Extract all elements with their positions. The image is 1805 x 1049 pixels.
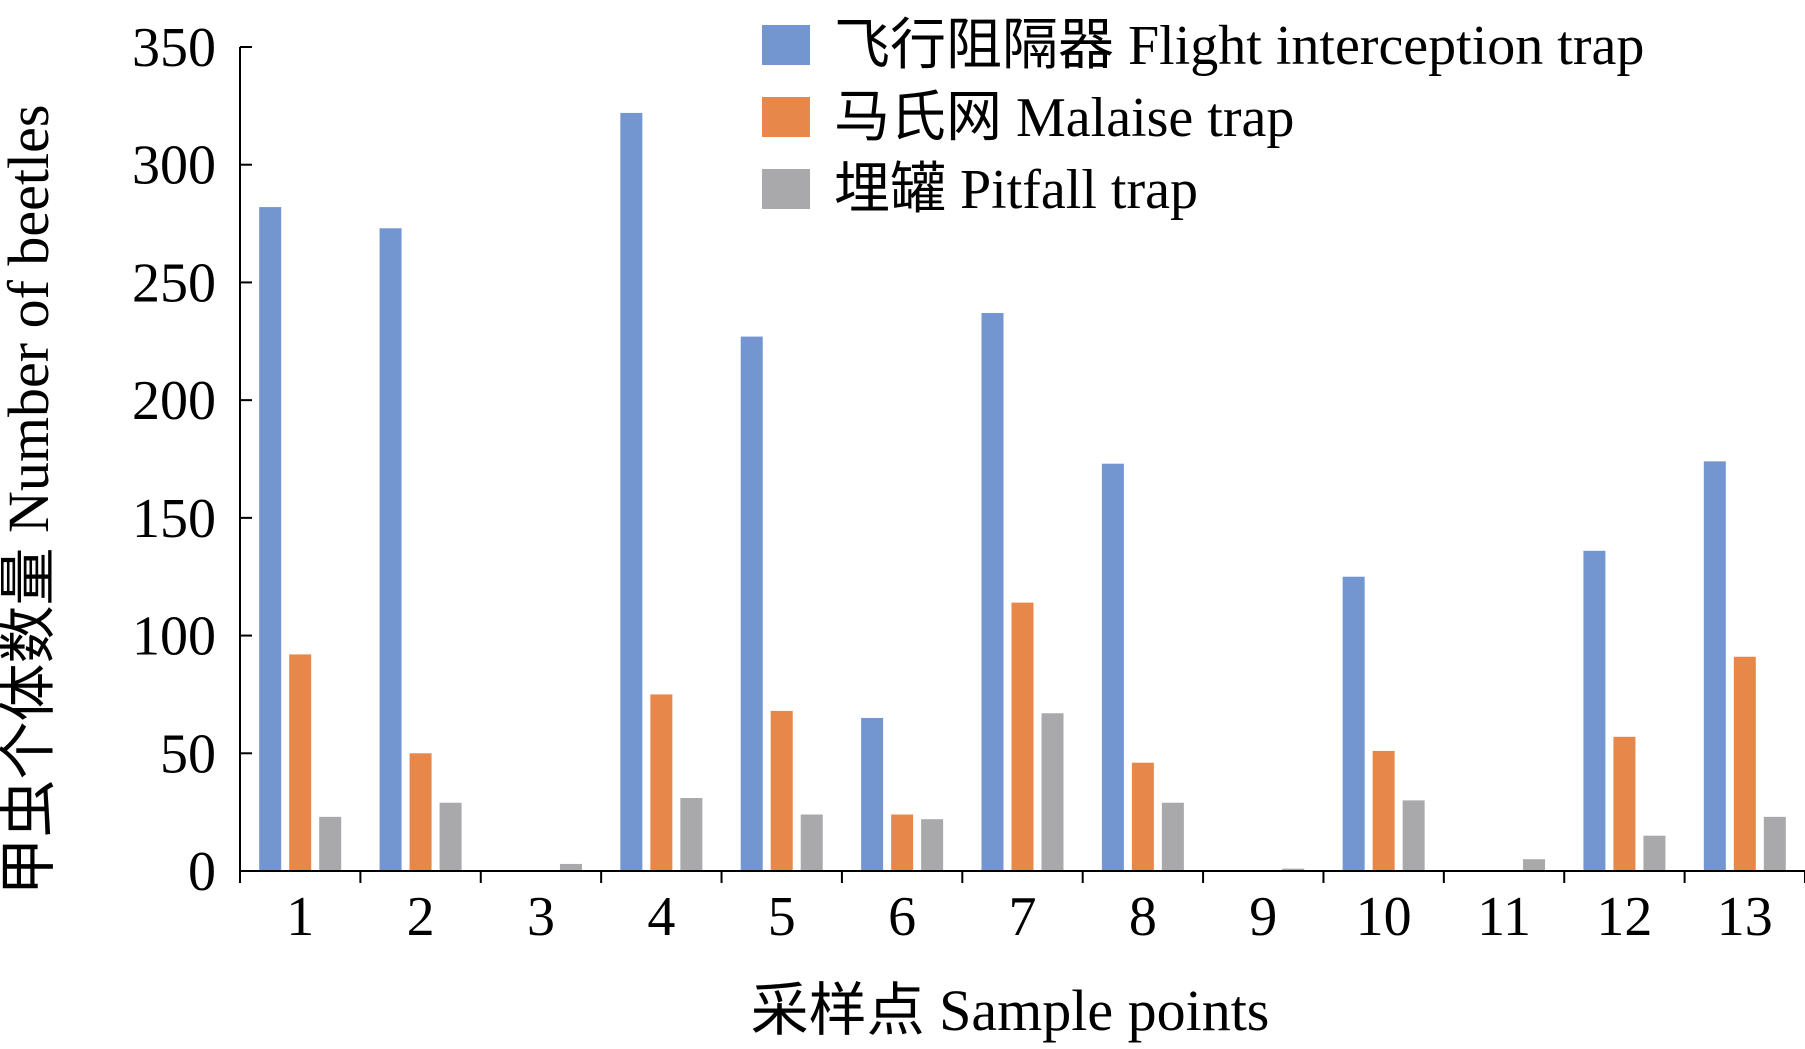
- x-tick-label-8: 8: [1129, 886, 1157, 948]
- bar-s3-10: [1402, 800, 1425, 871]
- x-tick-label-4: 4: [647, 886, 675, 948]
- bar-s1-12: [1583, 550, 1606, 871]
- legend-label-1: 飞行阻隔器 Flight interception trap: [834, 15, 1644, 77]
- legend-label-3: 埋罐 Pitfall trap: [834, 159, 1198, 221]
- x-tick-label-12: 12: [1596, 886, 1652, 948]
- bar-s2-1: [289, 654, 312, 871]
- bar-s3-13: [1763, 816, 1786, 871]
- bar-s1-1: [259, 207, 282, 872]
- y-tick-label-250: 250: [132, 252, 216, 314]
- bars-layer: [259, 112, 1786, 872]
- bar-s3-9: [1282, 868, 1305, 871]
- bar-s2-8: [1131, 762, 1154, 871]
- y-tick-label-100: 100: [132, 606, 216, 668]
- bar-s1-7: [981, 313, 1004, 871]
- y-tick-label-350: 350: [132, 17, 216, 79]
- axes-layer: [239, 46, 1805, 883]
- x-tick-label-7: 7: [1009, 886, 1037, 948]
- x-tick-label-1: 1: [286, 886, 314, 948]
- bar-s2-4: [650, 694, 673, 871]
- x-tick-label-6: 6: [888, 886, 916, 948]
- x-tick-label-5: 5: [768, 886, 796, 948]
- bar-s1-5: [740, 336, 763, 872]
- legend-swatch-2: [762, 97, 810, 137]
- x-axis-label: 采样点 Sample points: [751, 978, 1270, 1043]
- y-axis-label: 甲虫个体数量 Number of beetles: [0, 105, 61, 896]
- bar-s1-4: [620, 112, 643, 872]
- bar-s1-10: [1342, 576, 1365, 871]
- x-tick-label-3: 3: [527, 886, 555, 948]
- y-tick-label-150: 150: [132, 488, 216, 550]
- bar-s1-13: [1703, 461, 1726, 871]
- bar-s2-10: [1372, 750, 1395, 871]
- y-tick-label-200: 200: [132, 370, 216, 432]
- bar-s3-5: [800, 814, 823, 871]
- y-tick-label-300: 300: [132, 135, 216, 197]
- bar-s2-12: [1613, 736, 1636, 871]
- y-tick-label-0: 0: [188, 841, 216, 903]
- legend: 飞行阻隔器 Flight interception trap 马氏网 Malais…: [762, 15, 1644, 221]
- bar-s3-1: [319, 816, 342, 871]
- x-tick-label-13: 13: [1717, 886, 1773, 948]
- x-tick-label-2: 2: [407, 886, 435, 948]
- legend-swatch-3: [762, 169, 810, 209]
- bar-s2-2: [409, 753, 432, 871]
- bar-s2-7: [1011, 602, 1034, 871]
- x-tick-label-9: 9: [1249, 886, 1277, 948]
- bar-s1-8: [1101, 463, 1124, 871]
- bar-s3-4: [680, 798, 703, 871]
- legend-swatch-1: [762, 25, 810, 65]
- bar-s1-2: [379, 228, 402, 871]
- y-tick-label-50: 50: [160, 723, 216, 785]
- bar-s3-8: [1161, 802, 1184, 871]
- bar-s2-5: [770, 710, 793, 871]
- x-tick-label-10: 10: [1356, 886, 1412, 948]
- bar-s3-12: [1643, 835, 1666, 871]
- bar-s2-13: [1733, 656, 1756, 871]
- bar-s3-11: [1523, 859, 1546, 871]
- bar-s3-3: [559, 863, 582, 871]
- bar-s3-2: [439, 802, 462, 871]
- bar-s3-6: [921, 819, 944, 871]
- legend-label-2: 马氏网 Malaise trap: [834, 87, 1294, 149]
- bar-s3-7: [1041, 713, 1064, 871]
- x-tick-label-11: 11: [1477, 886, 1531, 948]
- bar-s1-6: [861, 717, 884, 871]
- bar-s2-6: [891, 814, 914, 871]
